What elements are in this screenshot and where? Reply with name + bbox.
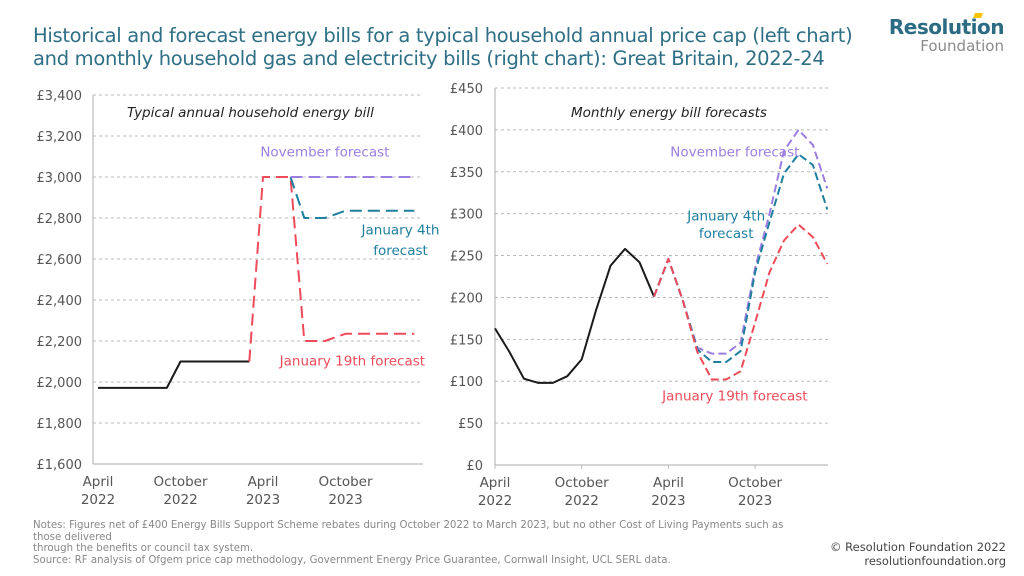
logo-wordmark-top: Resolution — [888, 13, 1005, 39]
annotation-jan4: January 4th — [686, 208, 765, 224]
chart-title: Historical and forecast energy bills for… — [33, 24, 853, 70]
x-tick-label-month: October — [153, 474, 207, 490]
annotation-jan4: forecast — [699, 226, 754, 242]
annotation-november: November forecast — [260, 145, 389, 161]
source-line: Source: RF analysis of Ofgem price cap m… — [33, 554, 671, 566]
x-tick-label-year: 2023 — [246, 492, 280, 508]
x-tick-label-month: October — [318, 474, 372, 490]
series-line-historical — [98, 360, 250, 389]
y-tick-label: £1,800 — [37, 417, 83, 432]
panel-title: Monthly energy bill forecasts — [571, 105, 767, 121]
annotation-november: November forecast — [670, 145, 799, 161]
x-tick-label-month: October — [728, 475, 782, 491]
y-tick-label: £2,400 — [37, 294, 83, 309]
logo-text-foundation: Foundation — [920, 37, 1004, 55]
resolution-foundation-logo: Resolution Foundation — [888, 13, 1005, 55]
y-tick-label: £3,400 — [37, 89, 83, 104]
annotation-jan4: January 4th — [361, 222, 440, 238]
y-tick-label: £2,800 — [37, 212, 83, 227]
y-tick-label: £150 — [450, 333, 483, 348]
annotation-jan19: January 19th forecast — [661, 388, 807, 404]
left-chart-annual-bill: £1,600 £1,800 £2,000 £2,200 £2,400 £2,600 £2,8… — [37, 89, 440, 508]
x-tick-label-year: 2023 — [651, 493, 685, 509]
y-tick-label: £3,000 — [37, 171, 83, 186]
annotation-jan19: January 19th forecast — [279, 354, 425, 370]
right-chart-monthly-bill: £0 £50 £100 £150 £200 £250 £300 £350 £400 £450 Apr… — [450, 82, 829, 509]
notes-block: Notes: Figures net of £400 Energy Bills … — [33, 520, 813, 566]
series-line-historical — [494, 247, 655, 384]
y-tick-label: £50 — [458, 417, 483, 432]
series-line-jan4 — [289, 176, 415, 219]
series-line-jan19 — [653, 223, 829, 381]
annotation-jan4: forecast — [373, 243, 428, 259]
panel-title: Typical annual household energy bill — [127, 105, 374, 121]
x-tick-label-year: 2023 — [738, 493, 772, 509]
y-tick-label: £400 — [450, 124, 483, 139]
x-tick-label-month: April — [83, 474, 114, 490]
y-tick-label: £100 — [450, 375, 483, 390]
website-link[interactable]: resolutionfoundation.org — [864, 554, 1006, 568]
y-tick-label: £200 — [450, 291, 483, 306]
y-tick-label: £2,000 — [37, 376, 83, 391]
y-tick-label: £3,200 — [37, 130, 83, 145]
notes-line-1: Notes: Figures net of £400 Energy Bills … — [33, 520, 784, 543]
x-tick-label-year: 2022 — [81, 492, 115, 508]
y-tick-label: £250 — [450, 250, 483, 265]
x-tick-label-year: 2022 — [478, 493, 512, 509]
series-line-jan19 — [248, 176, 415, 362]
x-tick-label-year: 2022 — [565, 493, 599, 509]
x-tick-label-year: 2022 — [163, 492, 197, 508]
y-tick-label: £450 — [450, 82, 483, 97]
logo-text-resolution: Resolution — [888, 15, 1005, 39]
copyright-block: © Resolution Foundation 2022 resolutionf… — [830, 540, 1006, 568]
notes-line-2: through the benefits or council tax syst… — [33, 543, 254, 554]
y-tick-label: £350 — [450, 166, 483, 181]
x-tick-label-month: April — [248, 474, 279, 490]
x-tick-label-month: October — [555, 475, 609, 491]
y-tick-label: £2,600 — [37, 253, 83, 268]
x-tick-label-month: April — [653, 475, 684, 491]
series-line-jan4 — [653, 153, 829, 363]
x-tick-label-month: April — [480, 475, 511, 491]
y-tick-label: £300 — [450, 208, 483, 223]
y-tick-label: £0 — [466, 459, 483, 474]
x-tick-label-year: 2023 — [328, 492, 362, 508]
y-tick-label: £1,600 — [37, 458, 83, 473]
copyright-text: © Resolution Foundation 2022 — [829, 540, 1006, 554]
y-tick-label: £2,200 — [37, 335, 83, 350]
